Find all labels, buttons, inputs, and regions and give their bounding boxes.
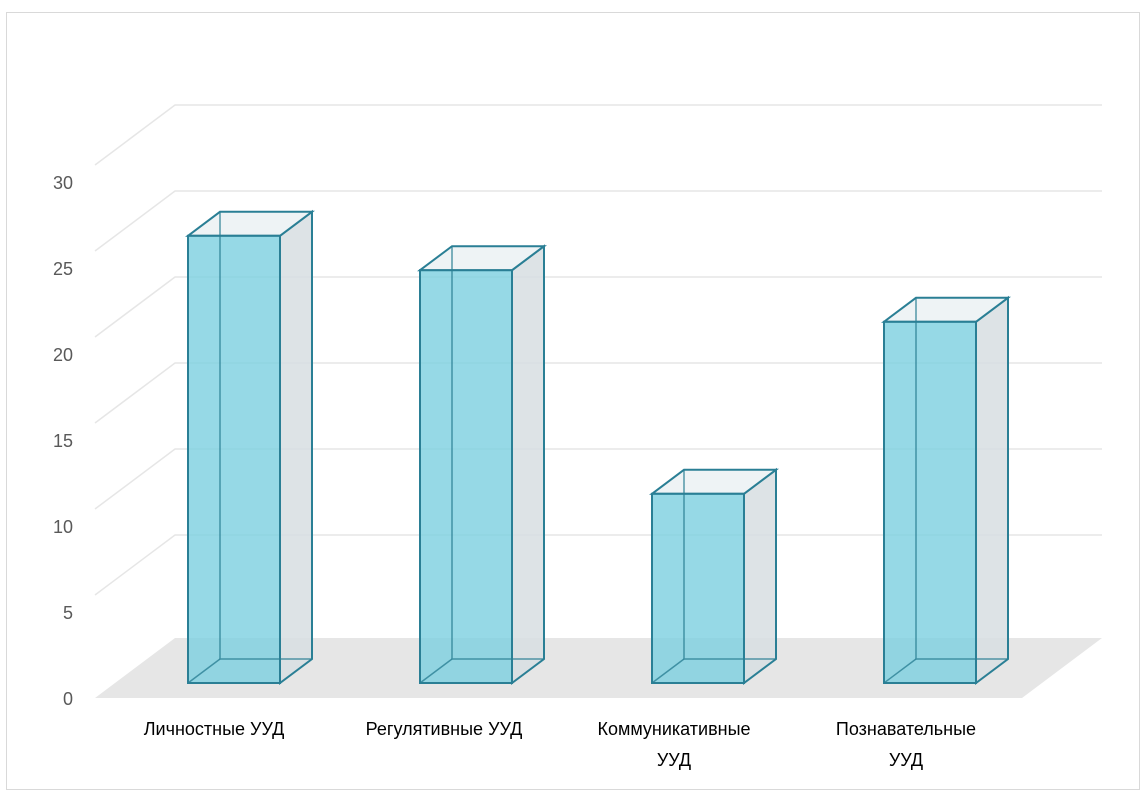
x-tick-label-line: Познавательные — [836, 719, 976, 739]
y-tick-label: 15 — [53, 431, 73, 451]
y-tick-label: 5 — [63, 603, 73, 623]
x-tick-label-line: УУД — [657, 750, 691, 770]
x-axis-labels: Личностные УУД Регулятивные УУД Коммуникат… — [144, 719, 976, 770]
x-tick-label-line: Регулятивные УУД — [366, 719, 523, 739]
x-tick-label-line: УУД — [889, 750, 923, 770]
gridline-30 — [94, 104, 1102, 166]
bar-depth-edge — [187, 658, 221, 684]
bar-2 — [417, 244, 547, 685]
x-tick-label: Регулятивные УУД — [366, 719, 523, 739]
floor-plane — [95, 638, 1102, 698]
bar-depth-edge — [651, 658, 685, 684]
chart-floor — [95, 638, 1102, 698]
bar-front-face — [187, 234, 281, 685]
y-tick-label: 10 — [53, 517, 73, 537]
bar-depth-edge — [883, 658, 917, 684]
bar-front-face — [651, 492, 745, 684]
bar-front-face — [883, 320, 977, 684]
gridline-15 — [94, 362, 1102, 424]
x-tick-label: Коммуникативные УУД — [597, 719, 750, 770]
y-tick-label: 30 — [53, 173, 73, 193]
gridline-25 — [94, 190, 1102, 252]
x-tick-label-line: Коммуникативные — [597, 719, 750, 739]
x-tick-label: Познавательные УУД — [836, 719, 976, 770]
bar-side-face — [279, 209, 313, 685]
bar-3 — [649, 467, 779, 685]
y-tick-label: 25 — [53, 259, 73, 279]
gridlines — [94, 104, 1102, 596]
bar-depth-edge — [419, 658, 453, 684]
x-tick-label-line: Личностные УУД — [144, 719, 285, 739]
y-tick-label: 20 — [53, 345, 73, 365]
bar-side-face — [511, 244, 545, 685]
bar-front-face — [419, 269, 513, 684]
bar-side-face — [743, 467, 777, 685]
bars — [185, 209, 1011, 685]
gridline-20 — [94, 276, 1102, 338]
y-axis-ticks: 0 5 10 15 20 25 30 — [53, 173, 73, 709]
bar-1 — [185, 209, 315, 685]
bar-4 — [881, 295, 1011, 685]
gridline-5 — [94, 534, 1102, 596]
y-tick-label: 0 — [63, 689, 73, 709]
x-tick-label: Личностные УУД — [144, 719, 285, 739]
bar-side-face — [975, 295, 1009, 685]
gridline-10 — [94, 448, 1102, 510]
